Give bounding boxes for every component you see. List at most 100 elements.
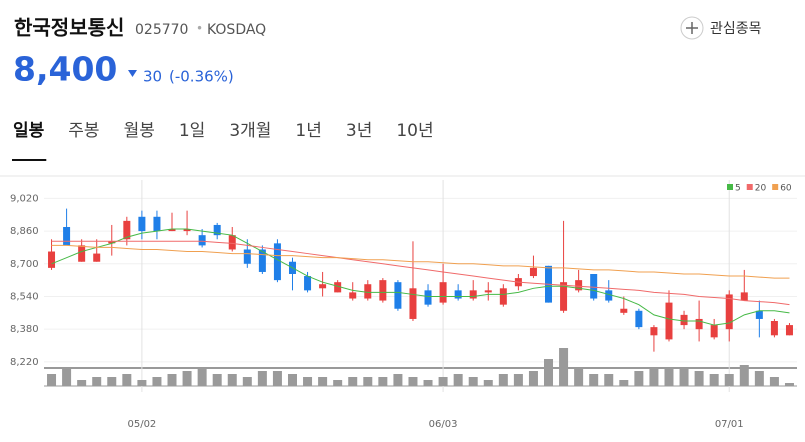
candle-body	[379, 280, 387, 301]
volume-bar	[754, 371, 764, 386]
volume-bar	[483, 380, 493, 386]
volume-bar	[408, 377, 418, 386]
volume-bar	[769, 377, 779, 386]
y-tick-label: 8,540	[10, 291, 39, 302]
volume-bar	[212, 374, 222, 386]
volume-bar	[498, 374, 508, 386]
candle-body	[409, 288, 417, 319]
candle-body	[770, 321, 778, 336]
volume-bar	[318, 377, 328, 386]
candle-body	[334, 282, 342, 293]
volume-bar	[363, 377, 373, 386]
volume-bar	[739, 365, 749, 386]
candle-body	[755, 310, 763, 319]
volume-bar	[694, 371, 704, 386]
volume-bar	[303, 377, 313, 386]
market: KOSDAQ	[207, 22, 266, 38]
tab[interactable]: 3개월	[229, 121, 271, 141]
candle-body	[785, 325, 793, 336]
volume-bar	[453, 374, 463, 386]
candle-body	[243, 249, 251, 264]
candle-body	[108, 241, 116, 244]
candle-body	[304, 276, 312, 291]
volume-bar	[77, 380, 87, 386]
legend-swatch	[772, 184, 779, 190]
y-tick-label: 8,220	[10, 357, 39, 368]
volume-bar	[528, 371, 538, 386]
legend-swatch	[746, 184, 753, 190]
tab[interactable]: 일봉	[13, 121, 45, 141]
candle-body	[710, 325, 718, 338]
legend-label: 20	[755, 184, 767, 194]
candle-body	[424, 290, 432, 305]
down-arrow	[128, 70, 137, 77]
candle-body	[740, 292, 748, 301]
tab[interactable]: 3년	[346, 121, 372, 141]
change: 30	[143, 68, 162, 86]
volume-bar	[634, 371, 644, 386]
volume-bar	[679, 368, 689, 386]
candle-body	[680, 314, 688, 326]
volume-bar	[242, 377, 252, 386]
volume-bar	[784, 383, 794, 386]
volume-bar	[423, 380, 433, 386]
volume-bar	[287, 374, 297, 386]
candle-body	[529, 267, 537, 277]
ma-line	[51, 228, 790, 326]
candle-body	[364, 284, 372, 299]
volume-bar	[559, 348, 569, 386]
x-tick-label: 07/01	[715, 419, 744, 430]
volume-bar	[544, 359, 554, 386]
volume-bar	[272, 371, 282, 386]
volume-bar	[393, 374, 403, 386]
candle-body	[665, 302, 673, 340]
tab[interactable]: 주봉	[68, 121, 99, 141]
candle-body	[635, 310, 643, 328]
legend-label: 60	[780, 184, 792, 194]
volume-bar	[107, 377, 117, 386]
volume-bar	[152, 377, 162, 386]
legend-swatch	[727, 184, 733, 190]
candle-body	[78, 245, 86, 262]
candle-body	[258, 249, 266, 272]
candle-body	[273, 243, 281, 281]
tab[interactable]: 10년	[396, 121, 433, 141]
price: 8,400	[13, 50, 117, 89]
tab[interactable]: 1년	[295, 121, 321, 141]
ma-line	[51, 240, 790, 306]
candle-body	[590, 274, 598, 299]
x-tick-label: 05/02	[127, 419, 156, 430]
candle-body	[484, 290, 492, 293]
candle-body	[228, 235, 236, 250]
volume-bar	[122, 374, 132, 386]
candle-body	[168, 229, 176, 232]
volume-bar	[574, 368, 584, 386]
candle-body	[153, 216, 161, 232]
tab[interactable]: 월봉	[124, 121, 155, 141]
candle-body	[63, 227, 71, 246]
tab[interactable]: 1일	[179, 121, 205, 141]
candle-body	[138, 216, 146, 232]
volume-bar	[724, 374, 734, 386]
candle-body	[198, 235, 206, 246]
volume-bar	[513, 374, 523, 386]
candle-body	[725, 294, 733, 330]
volume-bar	[197, 368, 207, 386]
candle-body	[48, 251, 56, 268]
volume-bar	[664, 368, 674, 386]
candle-body	[349, 292, 357, 299]
watch-button[interactable]: 관심종목	[680, 16, 762, 40]
candle-body	[454, 290, 462, 299]
volume-bar	[348, 377, 358, 386]
candle-body	[319, 284, 327, 289]
volume-bar	[92, 377, 102, 386]
change-pct: (-0.36%)	[169, 68, 234, 86]
ma-line	[51, 244, 790, 279]
candle-body	[560, 282, 568, 311]
separator: •	[196, 22, 203, 36]
volume-bar	[47, 374, 57, 386]
candle-body	[575, 280, 583, 291]
y-tick-label: 8,860	[10, 226, 39, 237]
volume-bar	[604, 374, 614, 386]
